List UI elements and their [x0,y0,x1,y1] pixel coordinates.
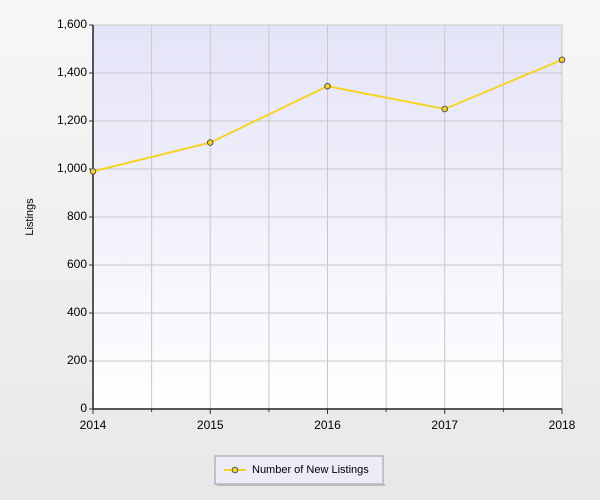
x-tick-label: 2015 [197,418,224,432]
legend-marker [231,466,239,474]
x-tick-label: 2017 [431,418,458,432]
data-point [441,105,449,113]
y-tick-label: 1,400 [57,65,87,79]
y-tick-label: 1,000 [57,161,87,175]
y-tick-label: 200 [67,353,87,367]
y-tick-label: 0 [80,401,87,415]
legend-label: Number of New Listings [252,464,369,476]
legend-shadow [217,484,385,486]
y-tick-label: 1,600 [57,17,87,31]
x-tick-label: 2014 [80,418,107,432]
y-tick-label: 800 [67,209,87,223]
data-point [206,139,214,146]
y-tick-label: 600 [67,257,87,271]
data-point [324,82,331,90]
x-tick-label: 2016 [314,418,341,432]
x-tick-label: 2018 [549,418,576,432]
y-tick-label: 1,200 [57,113,87,127]
data-point [89,168,97,175]
data-point [558,56,566,64]
y-axis-label: Listings [24,198,36,236]
y-tick-label: 400 [67,305,87,319]
